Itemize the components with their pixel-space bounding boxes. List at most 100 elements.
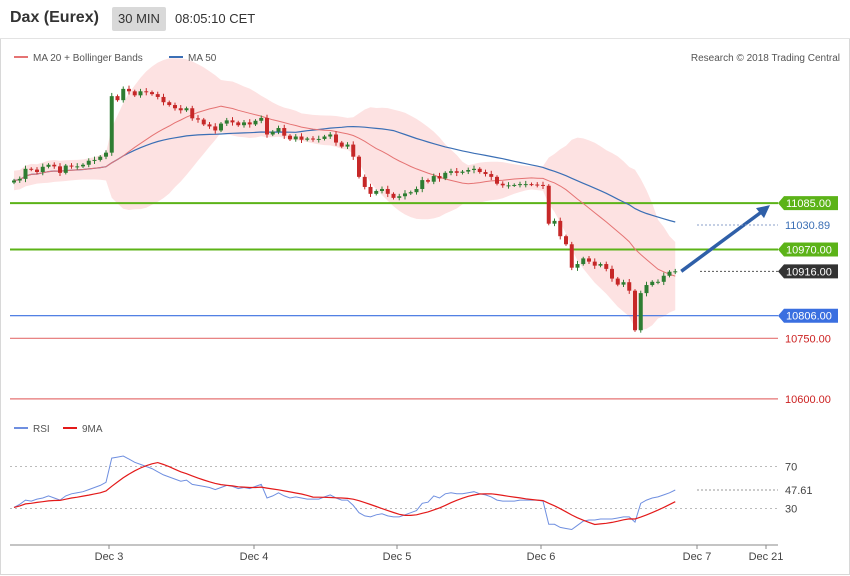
candle-body — [40, 166, 45, 173]
candle-body — [558, 220, 563, 237]
candle-body — [420, 180, 425, 189]
candle-body — [408, 192, 413, 194]
candle-body — [362, 176, 367, 187]
candle-body — [477, 168, 482, 173]
candle-body — [207, 124, 212, 127]
candle-body — [604, 264, 609, 269]
candle-body — [569, 244, 574, 268]
candle-body — [230, 120, 235, 123]
candle-body — [155, 94, 160, 97]
candle-body — [638, 293, 643, 331]
candle-body — [368, 186, 373, 194]
candle-body — [345, 144, 350, 147]
candle-body — [29, 168, 34, 170]
candle-body — [184, 108, 189, 111]
candle-body — [339, 142, 344, 147]
candle-body — [236, 122, 241, 126]
key-levels — [10, 202, 778, 400]
candle-body — [472, 168, 476, 171]
candle-body — [667, 271, 672, 276]
level-tag-10970.00 — [778, 242, 838, 257]
candle-body — [334, 134, 338, 143]
candle-body — [190, 108, 195, 119]
candle-body — [247, 122, 252, 125]
candle-body — [270, 131, 275, 135]
symbol-title: Dax (Eurex) — [10, 9, 99, 26]
candle-body — [213, 126, 218, 131]
candle-body — [495, 176, 499, 184]
candle-body — [426, 180, 430, 182]
candle-body — [253, 120, 258, 125]
level-tag-11085.00 — [778, 196, 838, 211]
rsi-legend-label: RSI — [33, 424, 50, 435]
candle-body — [276, 128, 281, 132]
timestamp: 08:05:10 CET — [175, 11, 256, 26]
x-tick-label: Dec 21 — [749, 551, 784, 563]
chart-header: Dax (Eurex) 30 MIN 08:05:10 CET — [0, 0, 850, 39]
timeframe-button[interactable]: 30 MIN — [112, 7, 166, 31]
candle-body — [305, 138, 310, 140]
candle-body — [46, 164, 51, 167]
candle-body — [98, 156, 103, 160]
candle-body — [144, 91, 149, 93]
candle-body — [673, 271, 678, 273]
candle-body — [374, 190, 379, 194]
candle-body — [460, 171, 465, 173]
candle-body — [529, 184, 534, 186]
projection-arrow-head — [756, 205, 770, 219]
candle-body — [23, 168, 28, 179]
candle-body — [351, 144, 356, 157]
candle-body — [201, 119, 206, 125]
rsi-ma-line — [13, 461, 676, 526]
level-label-10970.00: 10970.00 — [786, 245, 832, 257]
candle-body — [650, 281, 655, 286]
bollinger-bands — [14, 58, 676, 331]
candle-body — [58, 166, 62, 173]
candle-body — [449, 171, 453, 173]
candle-body — [242, 122, 246, 126]
candle-body — [52, 164, 57, 167]
candle-body — [299, 136, 304, 140]
candle-body — [506, 185, 511, 187]
candle-body — [466, 170, 471, 172]
x-tick-label: Dec 3 — [95, 551, 124, 563]
candle-body — [385, 188, 390, 194]
candle-body — [483, 172, 488, 175]
candle-body — [489, 174, 494, 177]
candle-body — [127, 88, 131, 92]
x-tick-label: Dec 5 — [383, 551, 412, 563]
candle-body — [35, 169, 39, 173]
candle-body — [92, 159, 97, 161]
candle-body — [288, 135, 292, 140]
candle-body — [12, 180, 16, 183]
candle-body — [587, 258, 591, 262]
candle-body — [523, 184, 528, 186]
candle-body — [293, 136, 298, 140]
candle-body — [328, 134, 333, 137]
candle-body — [86, 160, 91, 165]
level-label-10750.00: 10750.00 — [785, 333, 831, 345]
rsi-tick-30: 30 — [785, 504, 797, 516]
candle-body — [109, 96, 114, 153]
level-label-10806.00: 10806.00 — [786, 311, 832, 323]
candle-body — [63, 165, 68, 173]
candle-body — [173, 105, 177, 109]
candle-body — [661, 275, 666, 282]
bollinger-band-area — [14, 58, 676, 331]
candle-body — [322, 136, 327, 139]
copyright-text: Research © 2018 Trading Central — [691, 53, 840, 64]
candle-body — [115, 96, 120, 101]
candle-body — [196, 118, 200, 120]
candle-body — [259, 117, 264, 121]
candle-body — [81, 164, 85, 167]
level-tag-10806.00 — [778, 308, 838, 323]
candle-body — [311, 138, 315, 140]
candle-body — [380, 188, 384, 191]
candle-body — [564, 236, 568, 245]
candle-body — [397, 196, 402, 198]
moving-averages — [13, 105, 676, 277]
candle-body — [535, 184, 540, 186]
x-tick-label: Dec 7 — [683, 551, 712, 563]
candle-body — [615, 278, 620, 285]
rsi-last-value: 47.61 — [785, 485, 813, 497]
